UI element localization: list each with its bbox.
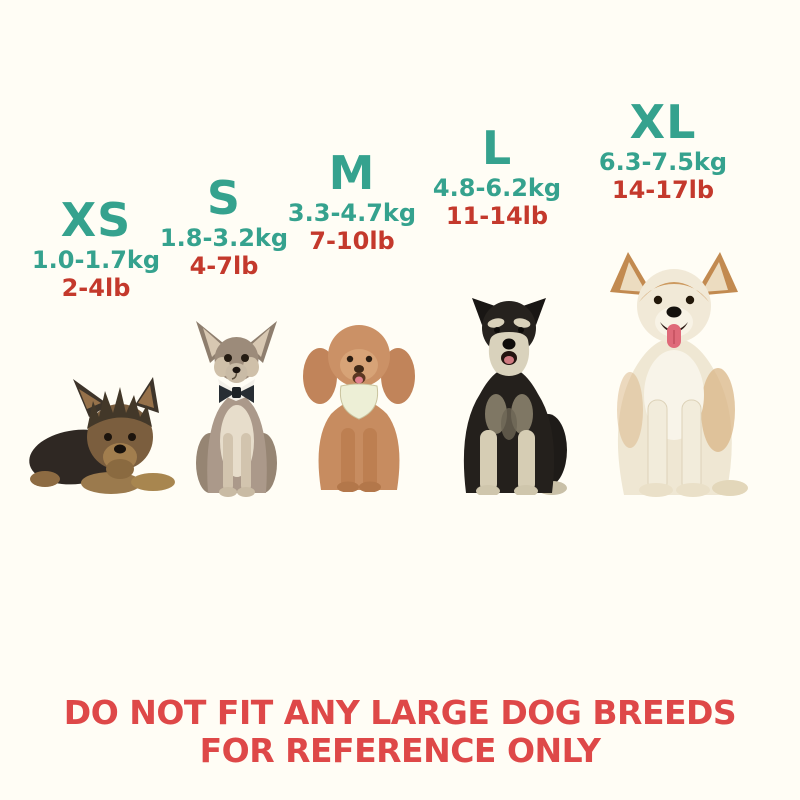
size-column-xl: XL 6.3-7.5kg 14-17lb [573, 96, 753, 204]
size-label-l: L [481, 121, 513, 175]
size-lb-range-xs: 2-4lb [61, 274, 131, 302]
size-label-xl: XL [629, 95, 697, 149]
size-kg-range-s: 1.8-3.2kg [159, 224, 289, 252]
size-lb-range-m: 7-10lb [309, 227, 395, 255]
size-kg-range-m: 3.3-4.7kg [287, 199, 417, 227]
akita-puppy-icon [598, 250, 750, 497]
size-label-s: S [206, 171, 242, 225]
size-column-s: S 1.8-3.2kg 4-7lb [134, 172, 314, 280]
size-column-xs: XS 1.0-1.7kg 2-4lb [6, 194, 186, 302]
yorkshire-terrier-puppy-icon [25, 375, 180, 498]
size-label-m: M [328, 146, 376, 200]
toy-poodle-bib-icon [303, 320, 415, 492]
size-kg-range-xl: 6.3-7.5kg [598, 148, 728, 176]
miniature-schnauzer-icon [448, 292, 570, 495]
size-lb-range-s: 4-7lb [189, 252, 259, 280]
size-column-m: M 3.3-4.7kg 7-10lb [262, 147, 442, 255]
warning-line-2: FOR REFERENCE ONLY [199, 731, 601, 770]
size-kg-range-xs: 1.0-1.7kg [31, 246, 161, 274]
size-lb-range-xl: 14-17lb [611, 176, 715, 204]
size-column-l: L 4.8-6.2kg 11-14lb [407, 122, 587, 230]
size-lb-range-l: 11-14lb [445, 202, 549, 230]
warning-line-1: DO NOT FIT ANY LARGE DOG BREEDS [63, 693, 737, 732]
chihuahua-bowtie-icon [190, 315, 283, 497]
size-label-xs: XS [60, 193, 132, 247]
size-kg-range-l: 4.8-6.2kg [432, 174, 562, 202]
warning-text: DO NOT FIT ANY LARGE DOG BREEDS FOR REFE… [0, 694, 800, 770]
